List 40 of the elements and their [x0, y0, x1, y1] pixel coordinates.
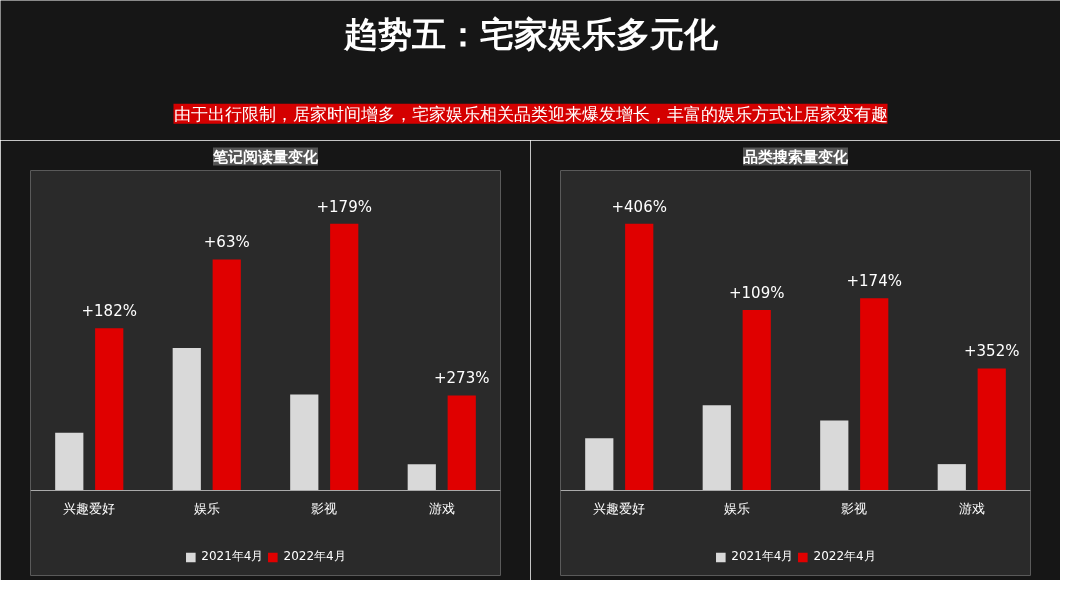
chart-title: 笔记阅读量变化: [212, 147, 319, 166]
bar: [937, 464, 966, 491]
bar: [407, 464, 436, 491]
bar: [702, 405, 731, 491]
x-tick-label: 兴趣爱好: [593, 501, 646, 517]
chart-title: 品类搜索量变化: [743, 147, 849, 166]
legend-label: 2022年4月: [283, 548, 346, 565]
x-tick-label: 游戏: [958, 501, 985, 517]
bar: [290, 394, 319, 491]
x-tick-label: 影视: [841, 501, 868, 517]
text: +406%: [611, 197, 667, 216]
x-tick-label: 娱乐: [723, 501, 750, 517]
bar: [172, 347, 201, 491]
bar: [585, 438, 614, 491]
annotation: +174%: [846, 272, 902, 291]
annotation: +63%: [203, 233, 250, 252]
x-tick-label: 影视: [311, 501, 338, 517]
bar: [860, 298, 889, 491]
annotation: +352%: [964, 342, 1020, 361]
bar: [447, 395, 476, 491]
bar: [820, 420, 849, 491]
bar: [330, 223, 359, 491]
text: 由于出行限制，居家时间增多，宅家娱乐相关品类迎来爆发增长，丰富的娱乐方式让居家变有趣: [173, 103, 888, 124]
legend-label: 2021年4月: [731, 548, 794, 565]
bar: [95, 328, 124, 491]
bar: [212, 259, 241, 491]
x-tick-label: 兴趣爱好: [63, 501, 116, 517]
annotation: +182%: [81, 302, 137, 321]
bar: [55, 432, 84, 491]
bar: [977, 368, 1006, 491]
legend-label: 2021年4月: [201, 548, 264, 565]
text: 趋势五：宅家娱乐多元化: [342, 13, 719, 54]
x-tick-label: 游戏: [428, 501, 455, 517]
bar: [742, 310, 771, 491]
x-tick-label: 娱乐: [193, 501, 220, 517]
annotation: +109%: [729, 284, 785, 303]
text: +179%: [316, 197, 372, 216]
bar: [625, 223, 654, 491]
annotation: +273%: [434, 369, 490, 388]
legend-label: 2022年4月: [813, 548, 876, 565]
